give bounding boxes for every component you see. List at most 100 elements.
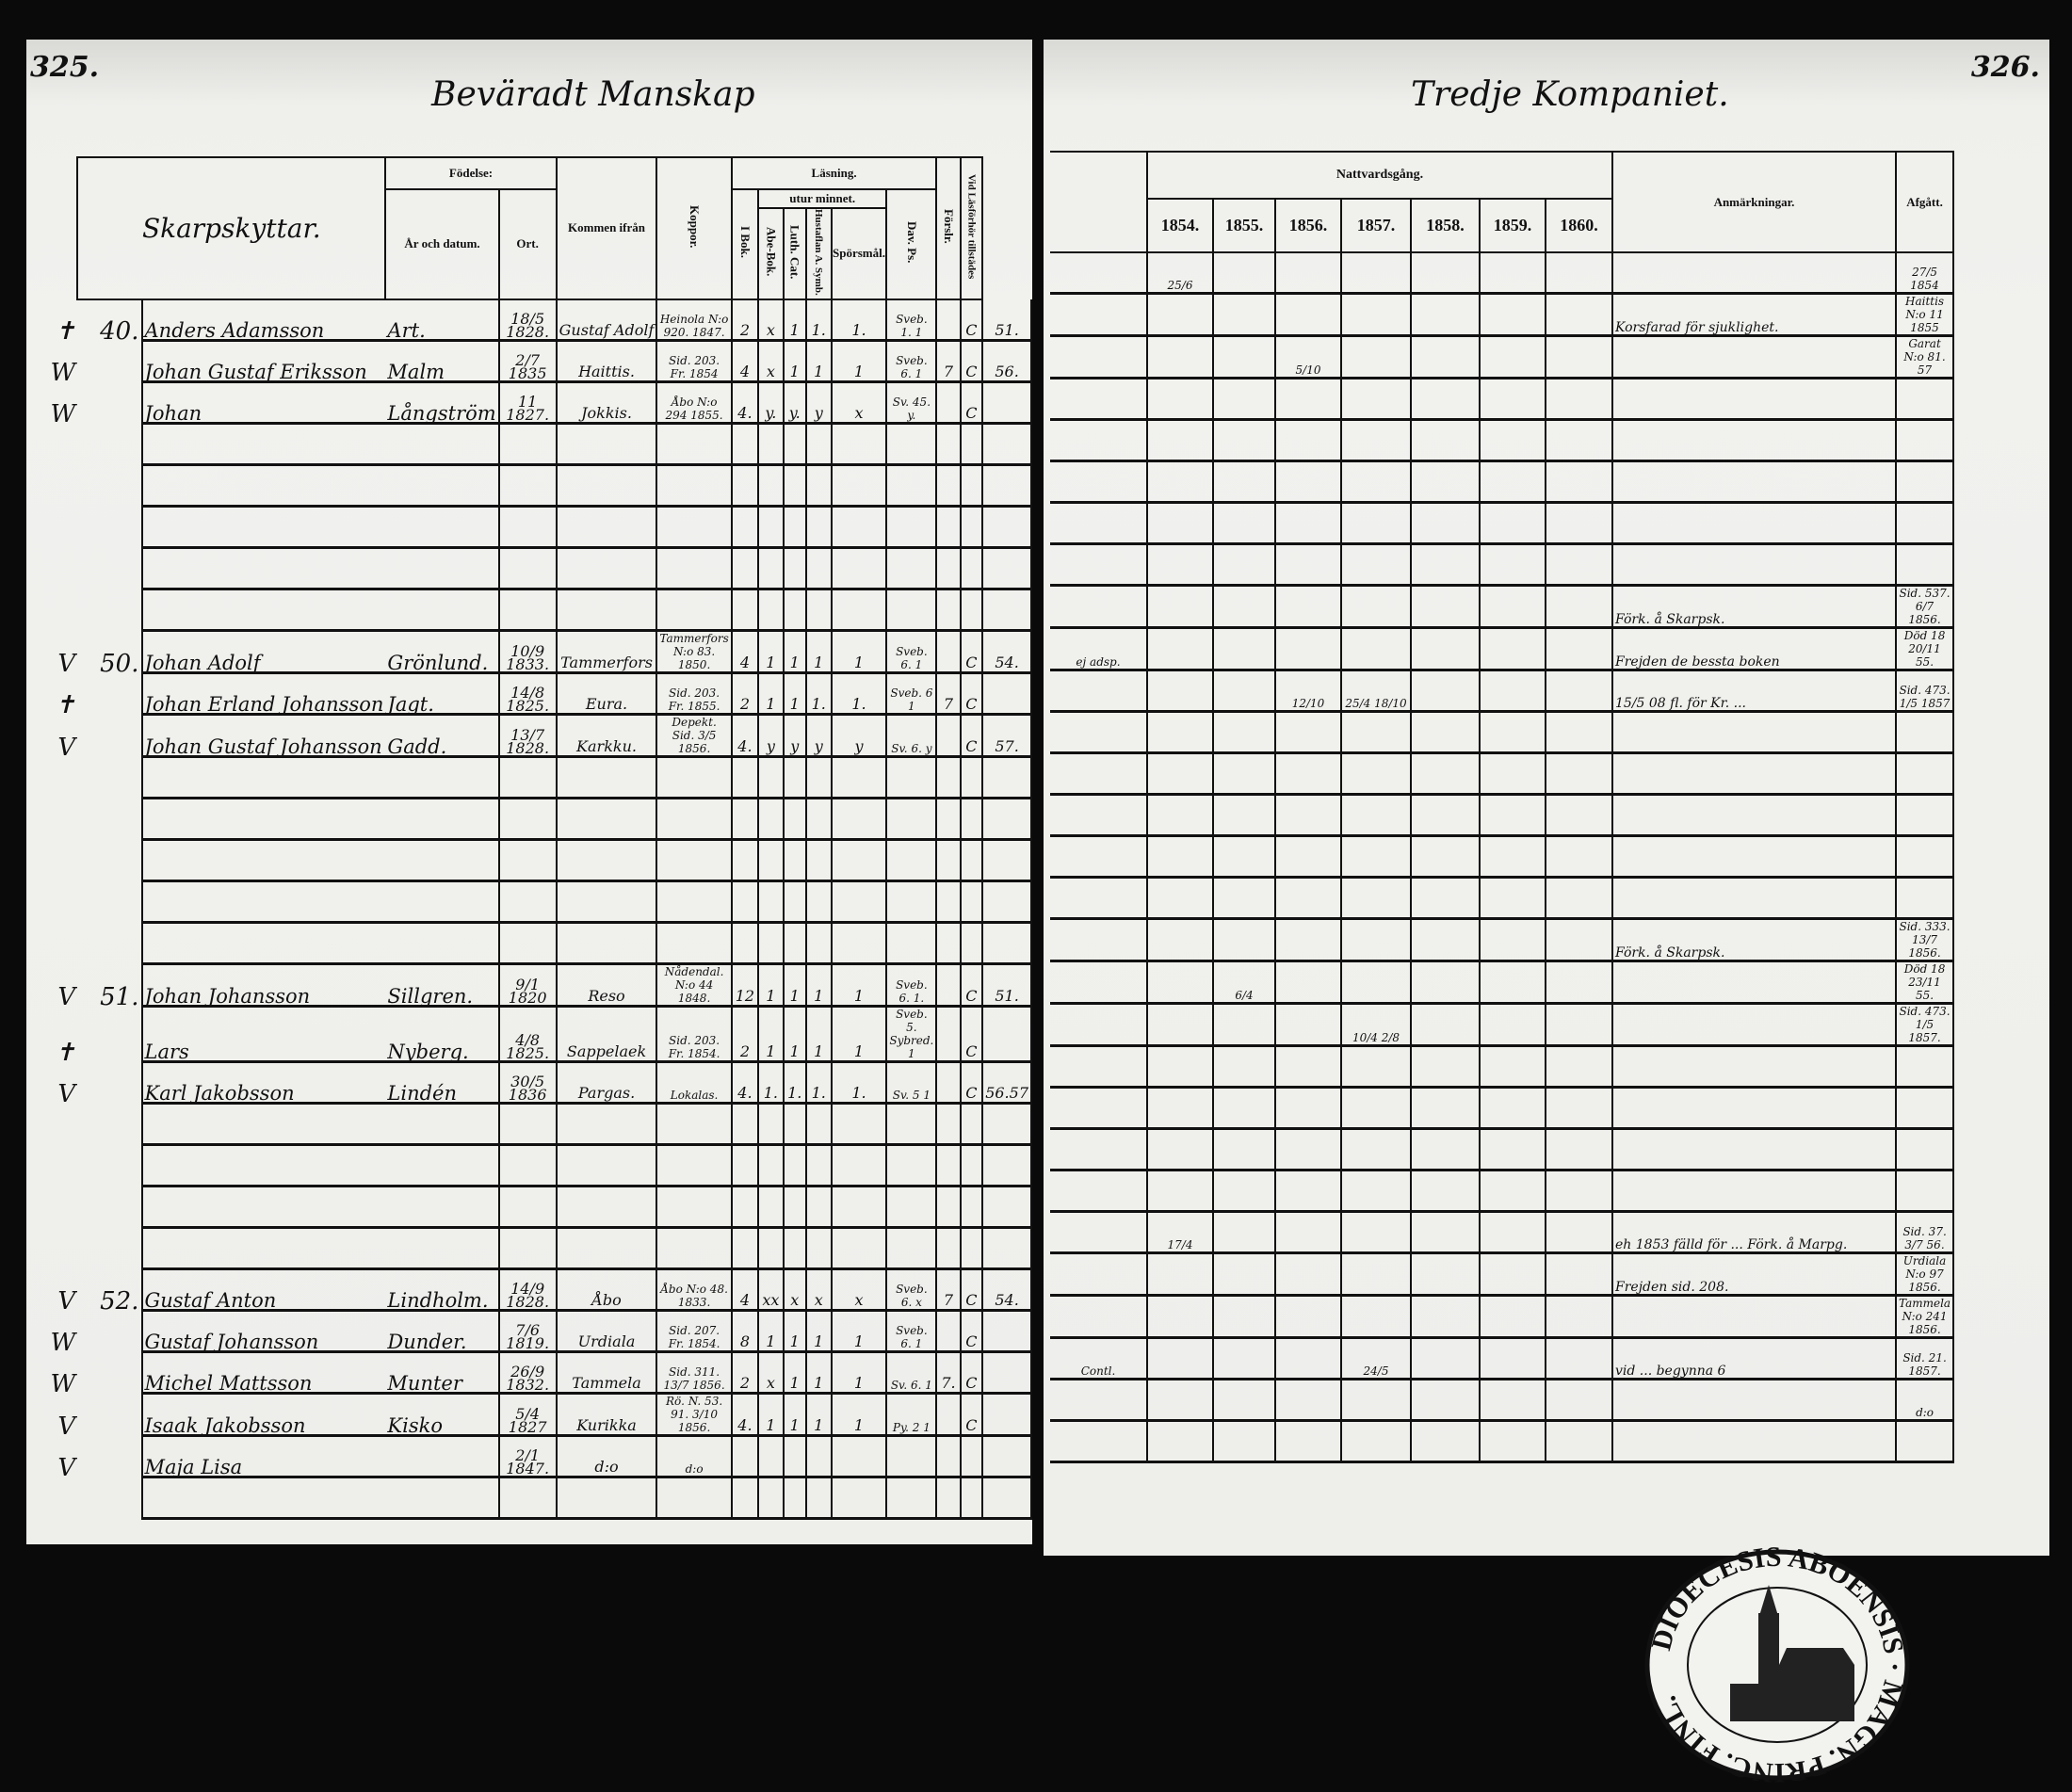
cell-mark (37, 589, 77, 630)
header-reading: Läsning. (730, 156, 938, 190)
cell-koppor: 4. (730, 1061, 760, 1105)
cell-from: Depekt. Sid. 3/5 1856. (656, 714, 733, 758)
register-row: V 50. Johan Adolf Grönlund. 10/9 1833. Tammer… (37, 630, 1032, 674)
cell-given: Lars (140, 1006, 386, 1063)
cell-y1855 (1212, 1087, 1276, 1130)
cell-vid (981, 1393, 1032, 1437)
cell-born: 2/1 1847. (497, 1435, 558, 1478)
cell-no (77, 1310, 141, 1351)
cell-y1856 (1274, 1087, 1342, 1130)
cell-given (140, 1477, 386, 1520)
cell-given (140, 1144, 386, 1187)
cell-remark: Frejden de bessta boken (1611, 627, 1897, 671)
communion-row: d:o (1050, 1379, 1955, 1422)
cell-spors: Sveb. 6. 1 (885, 630, 938, 674)
cell-born (497, 1103, 558, 1146)
register-row: V Johan Gustaf Johansson Gadd. 13/7 1828. Ka… (37, 714, 1032, 758)
cell-y1857 (1340, 1295, 1412, 1339)
cell-remark (1611, 419, 1897, 462)
cell-y1855 (1212, 502, 1276, 545)
cell-surname: Dunder. (385, 1310, 500, 1353)
cell-spors: Sv. 6. y (885, 714, 938, 758)
cell-luth (804, 464, 833, 508)
cell-y1857 (1340, 918, 1412, 962)
communion-row (1050, 1128, 1955, 1171)
cell-place: Åbo (555, 1268, 658, 1312)
cell-mark (37, 1103, 77, 1144)
communion-row: Contl. 24/5 vid ... begynna 6 Sid. 21. 1857… (1050, 1337, 1955, 1380)
cell-koppor (730, 756, 760, 799)
cell-abe: 1 (782, 340, 807, 383)
cell-remark: eh 1853 fälld för ... Förk. å Marpg. (1611, 1211, 1897, 1254)
cell-vid (981, 423, 1032, 466)
cell-y1855 (1212, 1420, 1276, 1463)
cell-y1858 (1410, 378, 1481, 421)
cell-y1857 (1340, 711, 1412, 754)
cell-vid (981, 381, 1032, 425)
cell-no (77, 506, 141, 547)
communion-row: 5/10 Garat N:o 81. 57 (1050, 335, 1955, 379)
communion-row: Tammela N:o 241 1856. (1050, 1295, 1955, 1339)
cell-koppor (730, 1144, 760, 1187)
cell-koppor (730, 547, 760, 590)
cell-y1857: 10/4 2/8 (1340, 1003, 1412, 1047)
cell-koppor: 4. (730, 1393, 760, 1437)
cell-surname (385, 1144, 500, 1187)
left-page-number: 325. (30, 51, 100, 84)
margin-header (37, 157, 77, 299)
cell-afgatt: Urdiala N:o 97 1856. (1894, 1252, 1955, 1297)
register-row (37, 1477, 1032, 1520)
cell-spors: Sveb. 6. 1 (885, 340, 938, 383)
cell-vid: 54. (981, 630, 1032, 674)
cell-surname: Lindholm. (385, 1268, 500, 1312)
cell-afgatt (1894, 835, 1955, 879)
cell-y1858 (1410, 1252, 1481, 1297)
cell-y1856 (1274, 293, 1342, 337)
cell-pre (1050, 1252, 1148, 1297)
communion-row (1050, 1170, 1955, 1213)
cell-y1860 (1545, 1170, 1613, 1213)
cell-from: Tammerfors N:o 83. 1850. (656, 630, 733, 674)
cell-hust (830, 589, 888, 632)
cell-koppor (730, 423, 760, 466)
cell-afgatt (1894, 419, 1955, 462)
cell-luth (804, 1227, 833, 1270)
cell-remark (1611, 1087, 1897, 1130)
cell-born (497, 547, 558, 590)
cell-y1859 (1479, 460, 1546, 504)
cell-spors: Py. 2 1 (885, 1393, 938, 1437)
cell-spors (885, 589, 938, 632)
cell-ibok: 1 (757, 1310, 785, 1353)
cell-from: Sid. 203. Fr. 1854. (656, 1006, 733, 1063)
register-row (37, 464, 1032, 508)
cell-y1855 (1212, 752, 1276, 796)
cell-no (77, 1435, 141, 1477)
cell-forslr (959, 839, 984, 882)
cell-y1856 (1274, 1252, 1342, 1297)
cell-afgatt: 27/5 1854 (1894, 252, 1955, 295)
cell-place (555, 1186, 658, 1229)
cell-luth: 1 (804, 1006, 833, 1063)
cell-spors (885, 1144, 938, 1187)
cell-ibok (757, 1103, 785, 1146)
communion-row (1050, 378, 1955, 421)
cell-afgatt: Tammela N:o 241 1856. (1894, 1295, 1955, 1339)
cell-ibok: x (757, 1351, 785, 1395)
cell-ibok (757, 756, 785, 799)
cell-y1858 (1410, 252, 1481, 295)
cell-no (77, 1186, 141, 1227)
cell-y1854 (1146, 627, 1214, 671)
communion-row (1050, 1087, 1955, 1130)
cell-ibok (757, 1144, 785, 1187)
cell-y1858 (1410, 1337, 1481, 1380)
cell-hust: 1 (830, 1351, 888, 1395)
communion-row: Frejden sid. 208. Urdiala N:o 97 1856. (1050, 1252, 1955, 1297)
cell-y1859 (1479, 711, 1546, 754)
cell-y1856 (1274, 961, 1342, 1005)
register-row (37, 1227, 1032, 1270)
cell-luth (804, 1186, 833, 1229)
cell-koppor (730, 1103, 760, 1146)
right-page-number: 326. (1970, 51, 2040, 84)
cell-luth (804, 1435, 833, 1478)
cell-ibok (757, 423, 785, 466)
